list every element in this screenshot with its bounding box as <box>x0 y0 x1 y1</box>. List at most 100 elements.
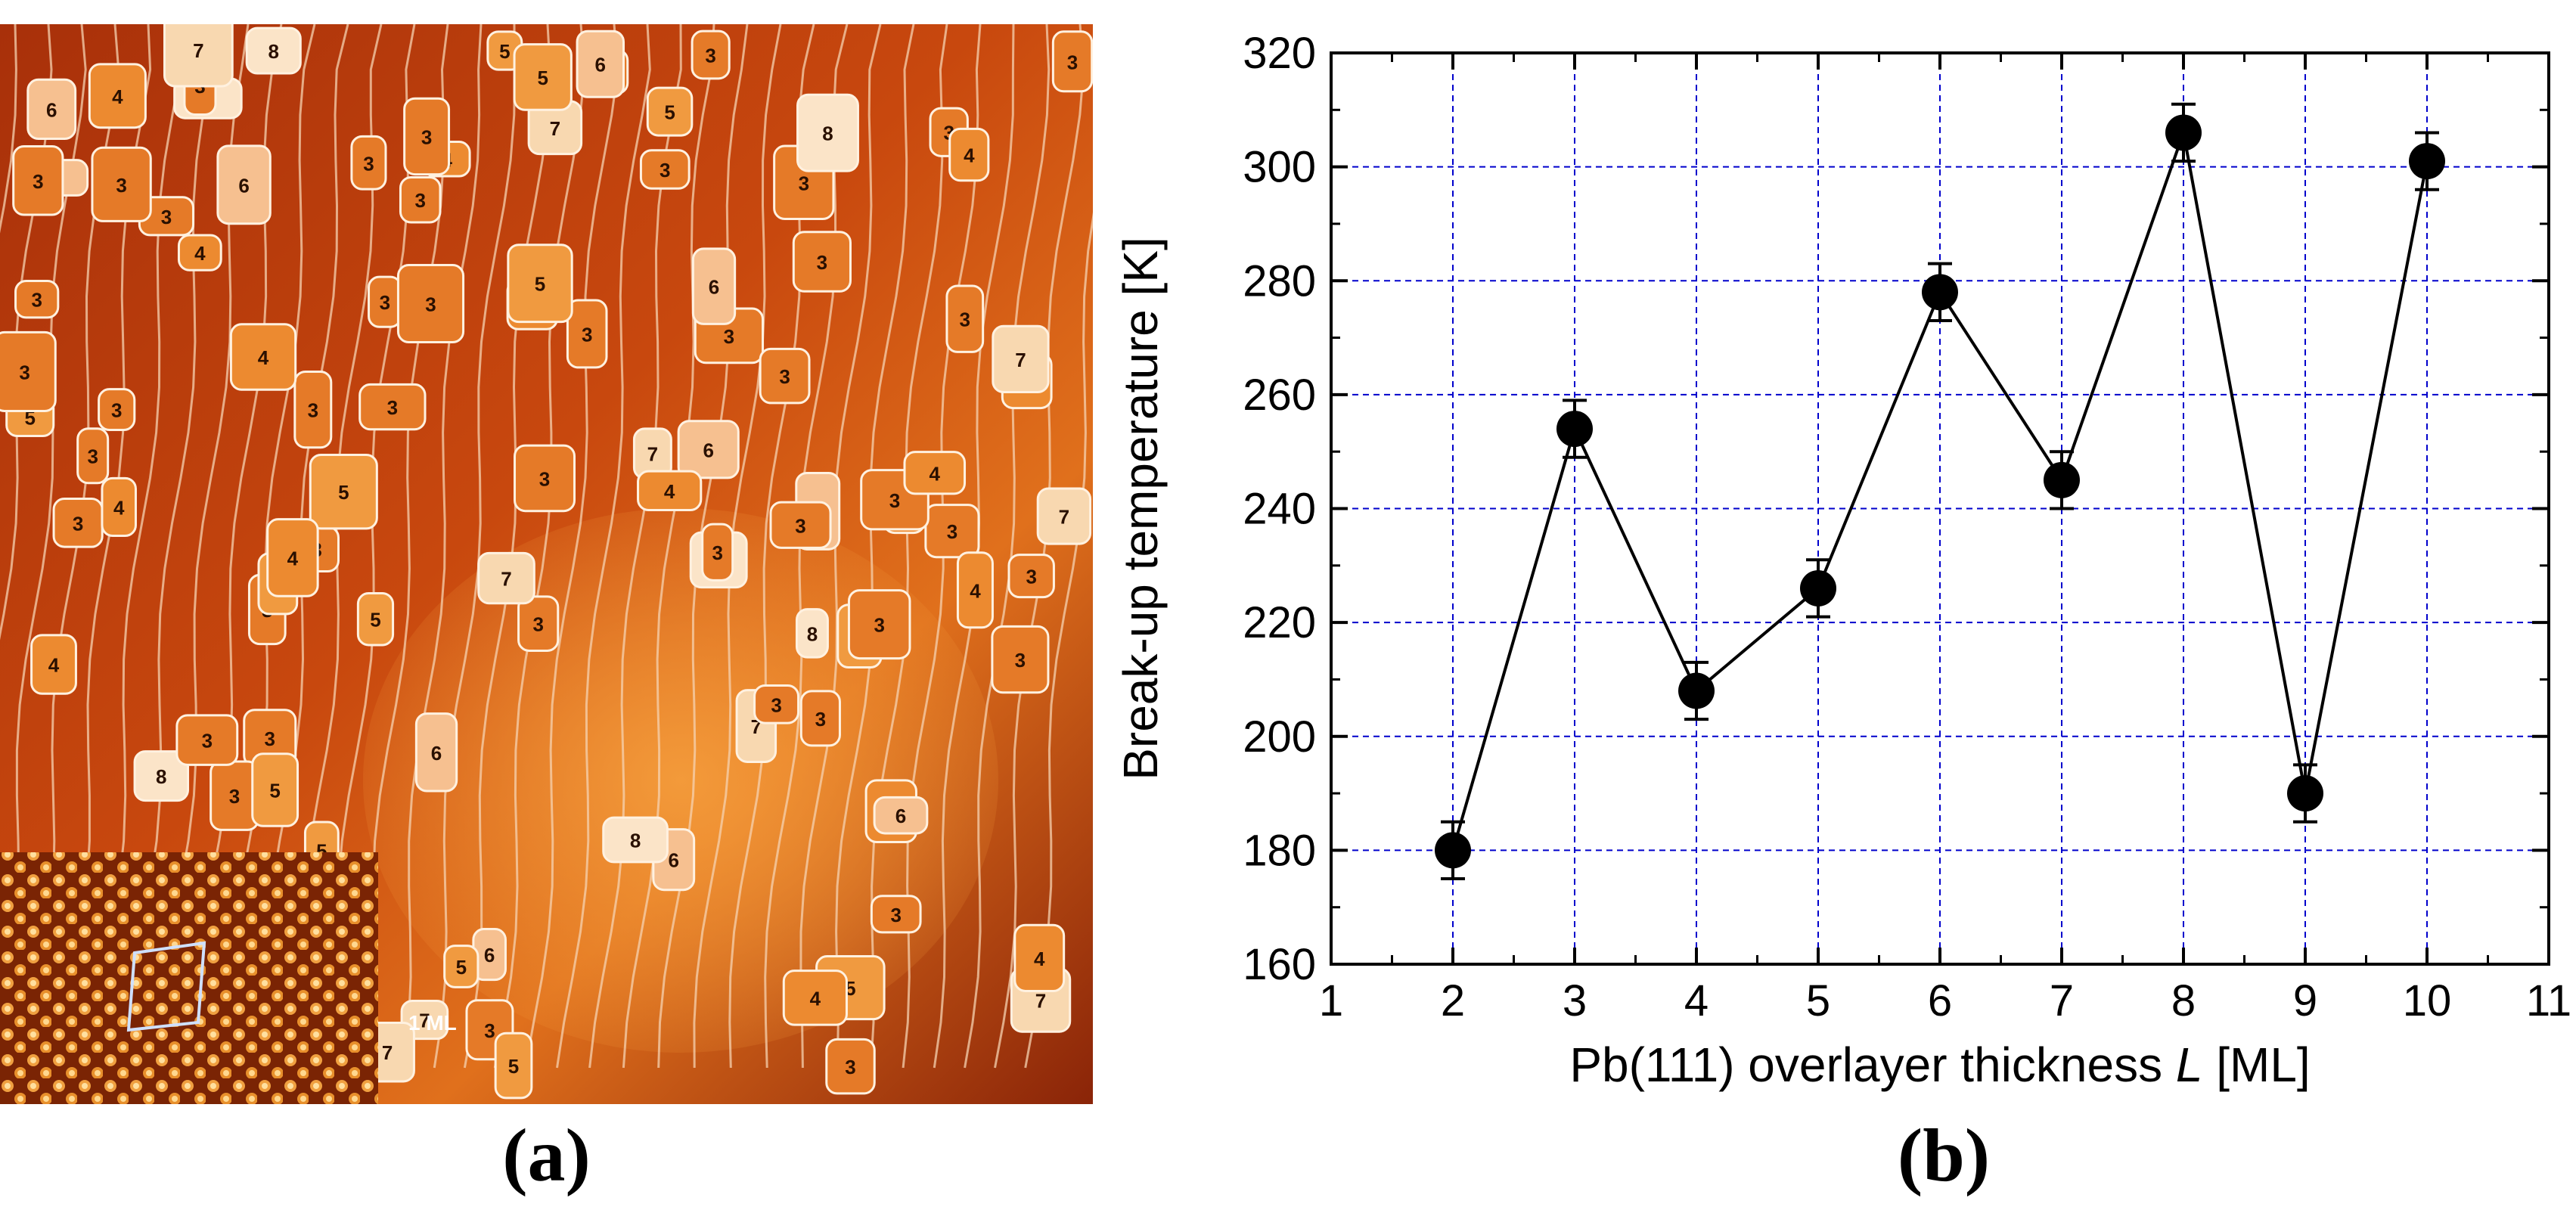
pb-island: 3 <box>691 29 731 80</box>
x-axis-label-variable: L <box>2176 1038 2203 1092</box>
caption-a: (a) <box>502 1113 591 1197</box>
island-thickness-label: 7 <box>1015 349 1026 371</box>
pb-island: 3 <box>0 330 57 412</box>
y-tick-label: 200 <box>1243 712 1316 762</box>
pb-island: 7 <box>163 24 234 88</box>
island-thickness-label: 4 <box>112 85 123 108</box>
island-thickness-label: 5 <box>456 956 467 979</box>
island-thickness-label: 6 <box>669 849 679 872</box>
island-thickness-label: 3 <box>660 159 670 181</box>
y-tick-label: 240 <box>1243 485 1316 534</box>
island-thickness-label: 4 <box>930 462 941 485</box>
island-thickness-label: 8 <box>630 830 641 852</box>
pb-island: 4 <box>30 634 77 695</box>
island-thickness-label: 6 <box>431 742 442 765</box>
island-thickness-label: 3 <box>845 1056 855 1078</box>
island-thickness-label: 8 <box>268 40 279 63</box>
pb-island: 3 <box>175 714 239 766</box>
x-axis-label-suffix: [ML] <box>2202 1038 2310 1092</box>
pb-island: 3 <box>209 760 259 831</box>
x-axis-label-prefix: Pb(111) overlayer thickness <box>1569 1038 2176 1092</box>
chart-ticks: 1 2 3 4 5 6 7 8 9 10 11 160 180 200 220 240 260 280 300 320 <box>1243 29 2571 1025</box>
chart-series <box>1435 102 2445 881</box>
pb-island: 7 <box>992 324 1050 394</box>
pb-island: 3 <box>12 145 64 216</box>
x-tick-label: 2 <box>1441 976 1465 1025</box>
island-thickness-label: 8 <box>822 123 833 145</box>
island-thickness-label: 7 <box>1035 990 1046 1013</box>
pb-island: 3 <box>769 501 832 549</box>
pb-island: 3 <box>1007 554 1055 599</box>
y-tick-label: 260 <box>1243 371 1316 420</box>
pb-island: 3 <box>514 444 576 513</box>
pb-island: 3 <box>825 1038 876 1095</box>
pb-island: 4 <box>948 127 990 182</box>
y-tick-label: 160 <box>1243 940 1316 989</box>
island-thickness-label: 6 <box>709 276 719 299</box>
pb-island: 3 <box>396 264 465 344</box>
island-thickness-label: 3 <box>582 323 592 346</box>
island-thickness-label: 5 <box>499 40 510 63</box>
island-thickness-label: 5 <box>537 67 548 89</box>
x-tick-label: 6 <box>1928 976 1952 1025</box>
island-thickness-label: 3 <box>532 613 543 636</box>
island-thickness-label: 3 <box>484 1019 495 1042</box>
pb-island: 3 <box>799 690 841 747</box>
island-thickness-label: 3 <box>799 172 809 194</box>
pb-island: 3 <box>924 504 980 559</box>
pb-island: 6 <box>26 78 77 141</box>
island-thickness-label: 4 <box>810 987 821 1010</box>
island-thickness-label: 4 <box>258 346 269 369</box>
unit-cell-outline <box>126 941 206 1032</box>
island-thickness-label: 3 <box>19 361 29 383</box>
island-thickness-label: 3 <box>161 206 172 228</box>
pb-island: 4 <box>229 323 297 391</box>
island-thickness-label: 7 <box>382 1041 393 1064</box>
step-edge <box>402 24 483 1069</box>
pb-island: 4 <box>266 518 319 597</box>
island-thickness-label: 6 <box>703 439 713 461</box>
pb-island: 7 <box>632 427 672 480</box>
island-thickness-label: 3 <box>817 251 827 274</box>
island-thickness-label: 3 <box>1026 566 1036 588</box>
island-thickness-label: 4 <box>287 547 299 569</box>
pb-island: 5 <box>309 453 378 530</box>
island-thickness-label: 3 <box>73 512 83 535</box>
x-tick-label: 11 <box>2526 976 2571 1025</box>
break-up-temperature-chart: 1 2 3 4 5 6 7 8 9 10 11 160 180 200 220 240 260 280 300 320… <box>1089 0 2576 1112</box>
pb-island: 8 <box>795 608 829 659</box>
step-edge <box>463 24 551 1069</box>
island-thickness-label: 3 <box>33 170 43 193</box>
pb-island: 3 <box>753 684 800 724</box>
island-thickness-label: 3 <box>705 44 715 67</box>
pb-island: 3 <box>76 427 110 485</box>
pb-island: 3 <box>350 135 387 191</box>
island-thickness-label: 3 <box>890 904 901 926</box>
step-edge <box>493 24 586 1069</box>
pb-island: 8 <box>796 93 859 172</box>
island-thickness-label: 3 <box>1015 649 1026 672</box>
x-axis-label: Pb(111) overlayer thickness L [ML] <box>1569 1038 2310 1092</box>
pb-island: 3 <box>566 299 608 369</box>
island-thickness-label: 3 <box>874 614 884 637</box>
step-edge <box>835 24 915 1069</box>
pb-island: 5 <box>513 43 573 111</box>
island-thickness-label: 4 <box>1034 948 1045 970</box>
y-tick-label: 300 <box>1243 143 1316 192</box>
island-thickness-label: 3 <box>202 730 213 752</box>
x-tick-label: 9 <box>2293 976 2317 1025</box>
pb-island: 6 <box>472 928 507 982</box>
island-thickness-label: 3 <box>889 489 900 512</box>
pb-island: 3 <box>639 149 691 190</box>
stm-image-panel: 3753833333344437365737333346334484536654… <box>0 24 1093 1104</box>
pb-island: 4 <box>903 451 967 495</box>
island-thickness-label: 4 <box>964 144 975 167</box>
island-thickness-label: 7 <box>419 1010 430 1032</box>
x-tick-label: 10 <box>2403 976 2452 1025</box>
pb-island: 6 <box>216 144 272 225</box>
pb-island: 8 <box>602 816 669 864</box>
island-thickness-label: 5 <box>370 609 380 631</box>
island-thickness-label: 5 <box>508 1055 519 1078</box>
island-thickness-label: 3 <box>421 126 432 148</box>
island-thickness-label: 3 <box>779 365 790 388</box>
